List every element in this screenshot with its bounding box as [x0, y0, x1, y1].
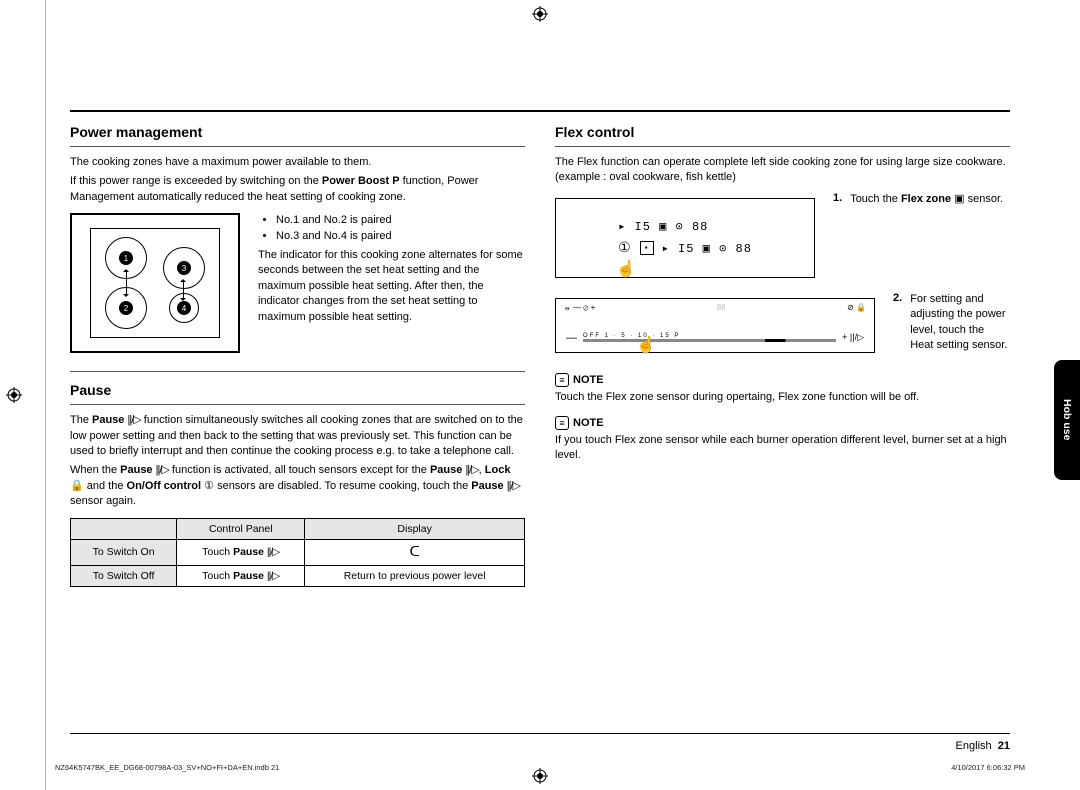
- zone-pairing-diagram: 1 2 3 4: [70, 213, 240, 353]
- note-icon: ≡: [555, 373, 569, 387]
- pause-icon: ||/▷: [128, 414, 141, 426]
- note-label: ≡ NOTE: [555, 373, 1010, 387]
- table-cell: ᑕ: [305, 539, 525, 565]
- lock-icon: 🔒: [70, 480, 84, 492]
- pause-icon: ||/▷: [507, 480, 520, 492]
- pause-icon: ||/▷: [156, 464, 169, 476]
- power-mgmt-desc: The indicator for this cooking zone alte…: [258, 248, 525, 325]
- table-header: Display: [305, 518, 525, 539]
- note-2: If you touch Flex zone sensor while each…: [555, 433, 1010, 464]
- power-mgmt-p2: If this power range is exceeded by switc…: [70, 174, 525, 205]
- power-mgmt-bullets-block: No.1 and No.2 is paired No.3 and No.4 is…: [258, 213, 525, 329]
- arrow-icon: [126, 271, 127, 295]
- page-footer: English 21: [956, 740, 1010, 752]
- crop-line-left: [45, 0, 46, 790]
- note-1: Touch the Flex zone sensor during operta…: [555, 390, 1010, 405]
- left-column: Power management The cooking zones have …: [70, 124, 525, 587]
- note-icon: ≡: [555, 416, 569, 430]
- slider-far-right: + ||/▷: [842, 332, 864, 343]
- flex-step-2: 2. For setting and adjusting the power l…: [893, 292, 1010, 358]
- table-cell: Touch Pause ||/▷: [177, 539, 305, 565]
- print-date: 4/10/2017 6:06:32 PM: [951, 763, 1025, 772]
- table-cell: To Switch On: [71, 539, 177, 565]
- page-content: Power management The cooking zones have …: [70, 20, 1010, 760]
- pause-icon: ||/▷: [267, 570, 279, 582]
- bullet: No.1 and No.2 is paired: [276, 213, 525, 228]
- pause-p2: When the Pause ||/▷ function is activate…: [70, 463, 525, 509]
- bottom-rule: [70, 733, 1010, 734]
- arrow-icon: [183, 281, 184, 299]
- note-label: ≡ NOTE: [555, 416, 1010, 430]
- pause-heading: Pause: [70, 382, 525, 398]
- print-file: NZ64K5747BK_EE_DG68-00798A-03_SV+NO+FI+D…: [55, 763, 279, 772]
- right-column: Flex control The Flex function can opera…: [555, 124, 1010, 587]
- divider: [70, 404, 525, 405]
- pause-icon: ||/▷: [267, 546, 279, 558]
- slider-icons-left: ⦵ — ⊘ +: [564, 303, 595, 313]
- slider-icons-right: ⊘ 🔒: [847, 303, 866, 313]
- crop-mark-left: [6, 387, 22, 403]
- divider: [70, 371, 525, 372]
- divider: [555, 146, 1010, 147]
- print-footer: NZ64K5747BK_EE_DG68-00798A-03_SV+NO+FI+D…: [55, 763, 1025, 772]
- flex-p1: The Flex function can operate complete l…: [555, 155, 1010, 186]
- hand-icon: ☝: [616, 259, 636, 279]
- pause-table: Control Panel Display To Switch On Touch…: [70, 518, 525, 587]
- flex-heading: Flex control: [555, 124, 1010, 140]
- bullet: No.3 and No.4 is paired: [276, 229, 525, 244]
- power-boost-icon: P: [392, 175, 399, 187]
- top-rule: [70, 110, 1010, 112]
- onoff-icon: ①: [204, 480, 214, 492]
- power-mgmt-heading: Power management: [70, 124, 525, 140]
- table-row: To Switch Off Touch Pause ||/▷ Return to…: [71, 565, 525, 586]
- side-tab-label: Hob use: [1061, 399, 1073, 440]
- divider: [70, 146, 525, 147]
- side-tab: Hob use: [1054, 360, 1080, 480]
- flex-display-diagram: ▸ I5 ▣ ⊙ 88 ① ▪ ▸ I5 ▣ ⊙ 88 ☝: [555, 198, 815, 278]
- flexzone-icon: ▣: [954, 193, 964, 205]
- pause-icon: ||/▷: [465, 464, 478, 476]
- table-header: [71, 518, 177, 539]
- pause-p1: The Pause ||/▷ function simultaneously s…: [70, 413, 525, 459]
- table-cell: Return to previous power level: [305, 565, 525, 586]
- flex-step-1: 1. Touch the Flex zone ▣ sensor.: [833, 192, 1003, 211]
- table-cell: To Switch Off: [71, 565, 177, 586]
- power-mgmt-p1: The cooking zones have a maximum power a…: [70, 155, 525, 170]
- table-cell: Touch Pause ||/▷: [177, 565, 305, 586]
- hand-icon: ☝: [636, 335, 656, 355]
- display-row: ▸ I5 ▣ ⊙ 88: [618, 219, 752, 234]
- flex-slider-diagram: ⦵ — ⊘ + 88 ⊘ 🔒 — OFF 1 · 5 · 10 · 15 P: [555, 298, 875, 353]
- table-header: Control Panel: [177, 518, 305, 539]
- display-row: ▸ I5 ▣ ⊙ 88: [662, 241, 752, 256]
- table-row: To Switch On Touch Pause ||/▷ ᑕ: [71, 539, 525, 565]
